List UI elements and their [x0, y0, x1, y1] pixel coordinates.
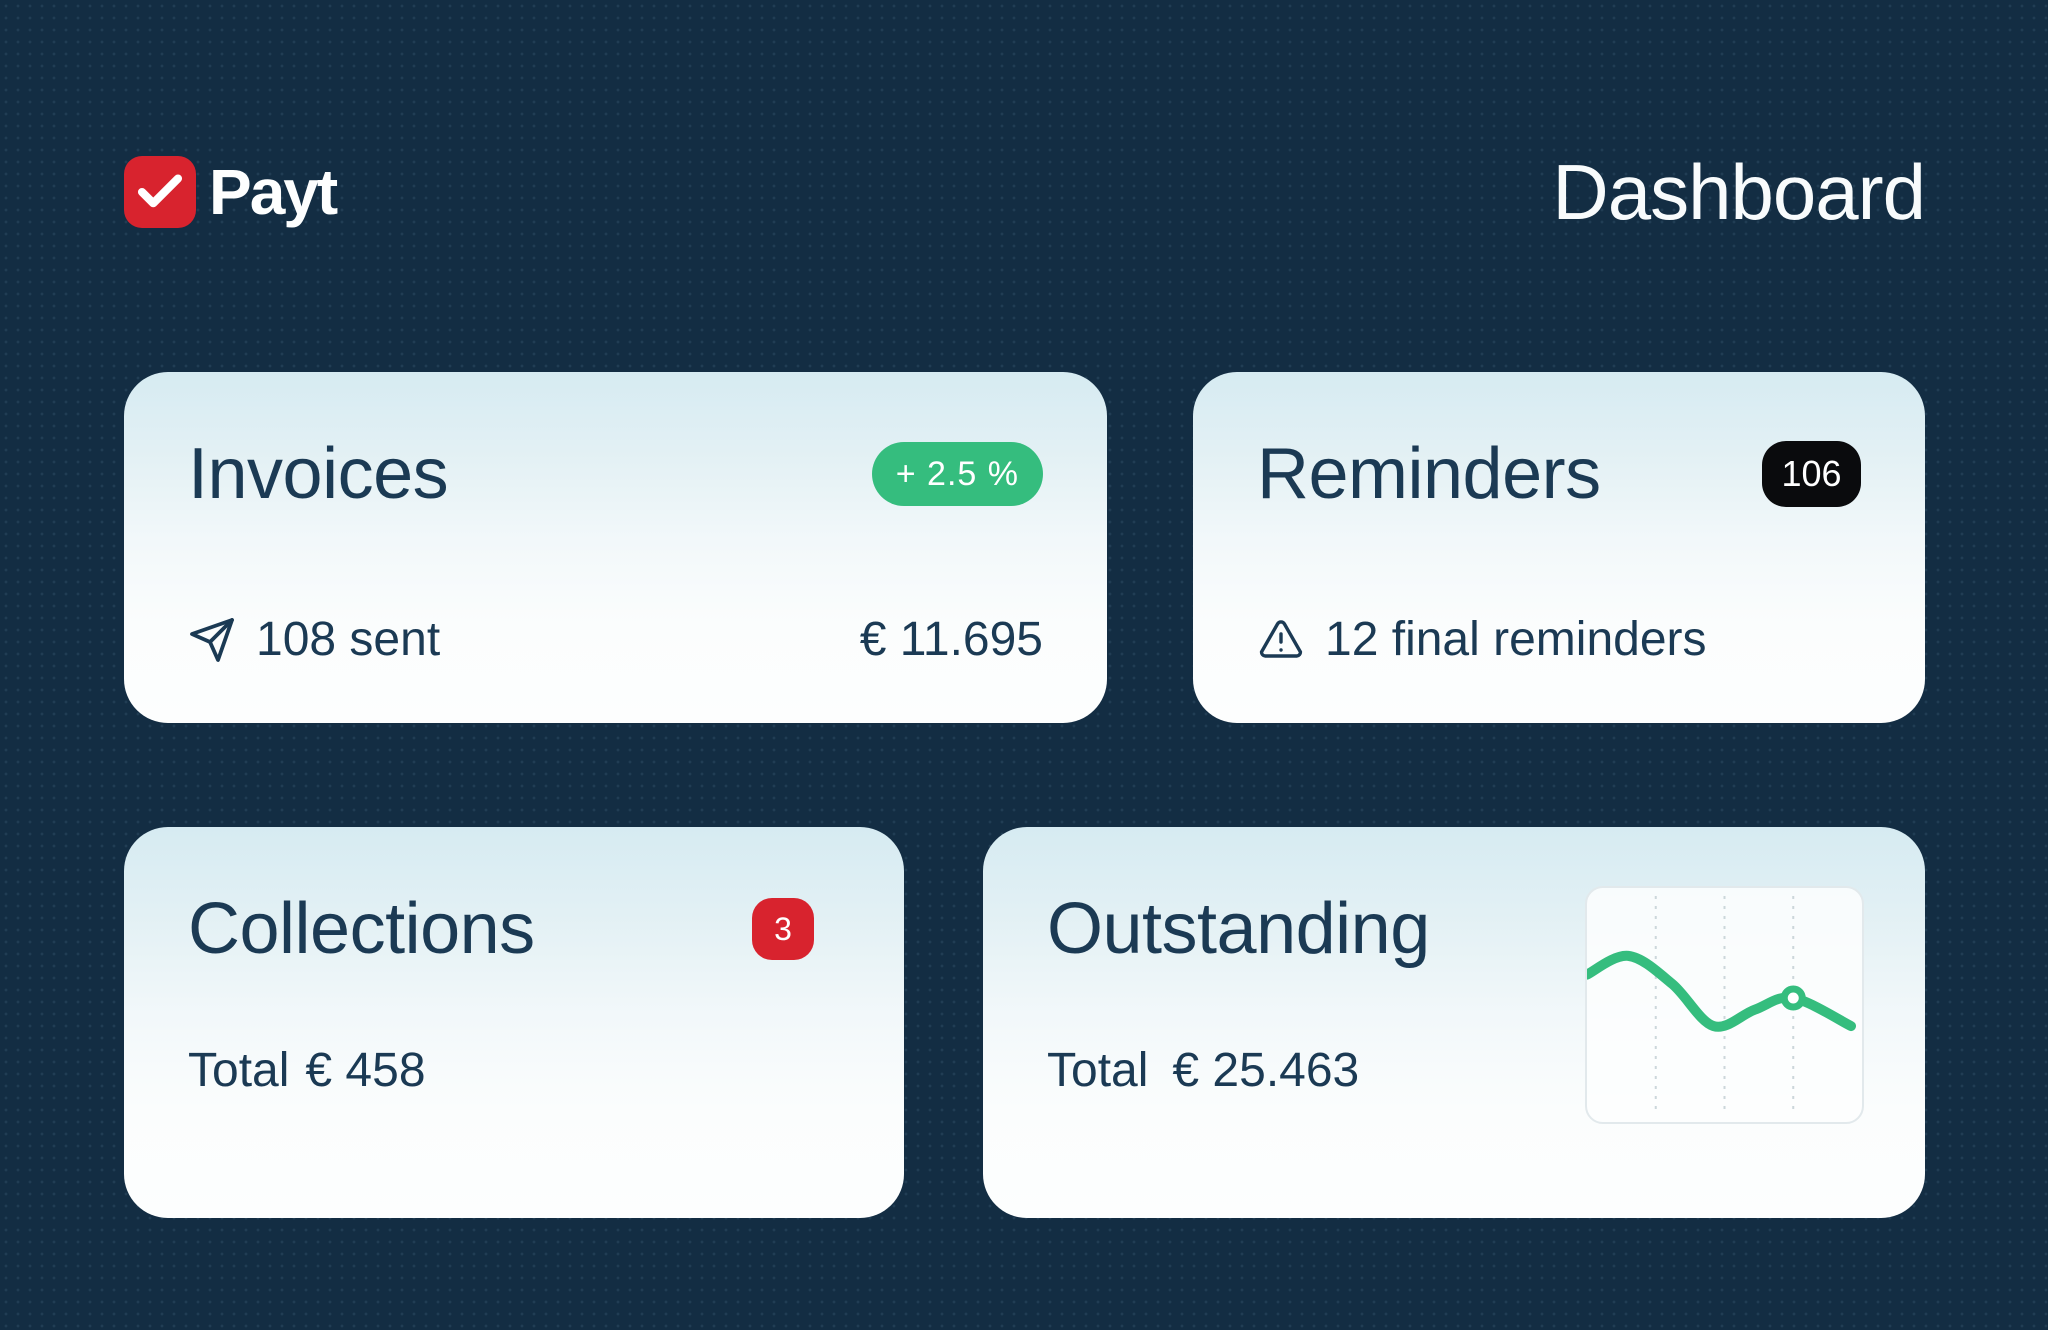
outstanding-sparkline-chart: [1585, 886, 1864, 1124]
invoices-sent-count: 108 sent: [256, 613, 441, 667]
reminders-title: Reminders: [1257, 434, 1601, 514]
collections-title: Collections: [188, 889, 535, 969]
collections-total-value: € 458: [305, 1044, 426, 1098]
reminders-final-count: 12 final reminders: [1325, 613, 1707, 667]
payt-logo[interactable]: Payt: [124, 156, 338, 228]
top-card-row: Invoices + 2.5 % 108 sent € 11.695: [124, 372, 1925, 723]
invoices-card[interactable]: Invoices + 2.5 % 108 sent € 11.695: [124, 372, 1107, 723]
reminders-card[interactable]: Reminders 106 12 final reminders: [1193, 372, 1925, 723]
send-icon: [188, 616, 236, 664]
invoices-amount: € 11.695: [859, 613, 1043, 667]
reminders-count-badge: 106: [1762, 441, 1861, 508]
collections-total-label: Total: [188, 1044, 290, 1098]
sparkline-svg: [1587, 896, 1856, 1114]
invoices-trend-badge: + 2.5 %: [871, 442, 1043, 507]
page-title: Dashboard: [1552, 148, 1926, 236]
collections-card-header: Collections 3: [188, 891, 840, 967]
invoices-card-header: Invoices + 2.5 %: [188, 436, 1043, 512]
invoices-detail-row: 108 sent € 11.695: [188, 612, 1043, 667]
outstanding-title: Outstanding: [1047, 889, 1430, 969]
reminders-detail-row: 12 final reminders: [1257, 612, 1861, 667]
invoices-title: Invoices: [188, 434, 449, 514]
outstanding-card-header: Outstanding: [1047, 889, 1861, 969]
outstanding-total-value: € 25.463: [1172, 1044, 1360, 1098]
header: Payt Dashboard: [124, 148, 1926, 236]
outstanding-card[interactable]: Outstanding Total € 25.463: [983, 827, 1925, 1218]
outstanding-total-label: Total: [1047, 1044, 1149, 1098]
collections-count-badge: 3: [752, 898, 814, 961]
outstanding-detail-row: Total € 25.463: [1047, 1043, 1861, 1098]
reminders-card-header: Reminders 106: [1257, 436, 1861, 512]
logo-text: Payt: [209, 156, 338, 228]
warning-triangle-icon: [1257, 616, 1305, 664]
collections-detail-row: Total € 458: [188, 1043, 840, 1098]
bottom-card-row: Collections 3 Total € 458 Outstanding To…: [124, 827, 1925, 1218]
collections-card[interactable]: Collections 3 Total € 458: [124, 827, 904, 1218]
check-icon: [124, 156, 196, 228]
